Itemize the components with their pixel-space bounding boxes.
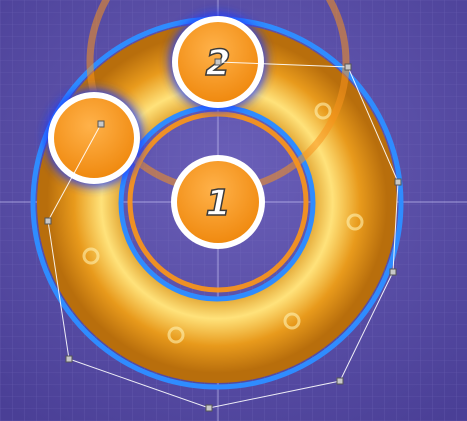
combo-number-1: 1	[205, 183, 230, 224]
slider-ticks	[82, 102, 364, 344]
control-point-icon[interactable]	[65, 355, 73, 363]
slider-head[interactable]	[45, 89, 143, 187]
control-point-icon[interactable]	[344, 63, 352, 71]
slider-tick-icon	[346, 213, 364, 231]
control-point-icon[interactable]	[205, 404, 213, 412]
control-point-icon[interactable]	[214, 58, 222, 66]
control-points[interactable]	[44, 58, 402, 412]
control-point-icon[interactable]	[336, 377, 344, 385]
slider-tick-icon	[82, 247, 100, 265]
control-point-icon[interactable]	[44, 217, 52, 225]
slider-tick-icon	[167, 326, 185, 344]
control-point-icon[interactable]	[97, 120, 105, 128]
combo-number-2: 2	[205, 43, 230, 84]
control-point-icon[interactable]	[394, 178, 402, 186]
approach-circle-1	[127, 111, 309, 293]
control-point-icon[interactable]	[389, 268, 397, 276]
slider-tick-icon	[314, 102, 332, 120]
hit-circle-1[interactable]: 1	[171, 155, 265, 249]
slider-tick-icon	[283, 312, 301, 330]
